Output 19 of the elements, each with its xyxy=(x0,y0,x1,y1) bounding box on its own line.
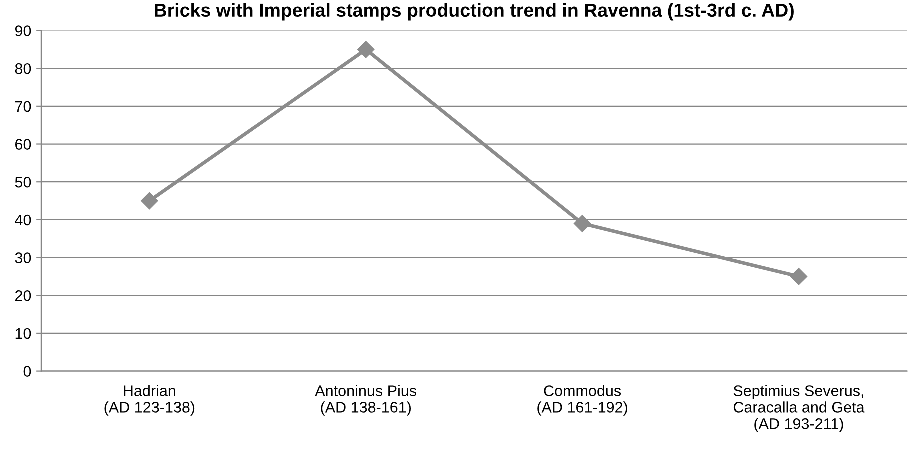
y-tick-label: 10 xyxy=(16,328,32,340)
y-tick-label: 90 xyxy=(15,26,32,36)
y-tick-label: 60 xyxy=(16,139,32,150)
x-tick-label: Commodus (AD 161-192) xyxy=(538,385,628,416)
point xyxy=(574,215,592,232)
point xyxy=(141,192,158,210)
y-tick-label: 30 xyxy=(15,252,32,264)
x-tick-label: Hadrian (AD 123-138) xyxy=(104,385,195,416)
point xyxy=(358,41,375,58)
point xyxy=(790,268,808,286)
y-tick-label: 0 xyxy=(24,366,32,377)
y-tick-label: 70 xyxy=(16,101,32,112)
y-tick-label: 80 xyxy=(15,63,32,74)
y-tick-label: 40 xyxy=(15,214,32,226)
y-tick-label: 20 xyxy=(16,290,32,302)
x-tick-label: Septimius Severus, Caracalla and Geta (AD 193-211) xyxy=(734,385,865,432)
chart-title: Bricks with Imperial stamps production trend in Ravenna (1st-3rd c. AD) xyxy=(155,3,794,21)
y-tick-label: 50 xyxy=(15,176,32,188)
x-tick-label: Antoninus Pius (AD 138-161) xyxy=(315,385,417,416)
